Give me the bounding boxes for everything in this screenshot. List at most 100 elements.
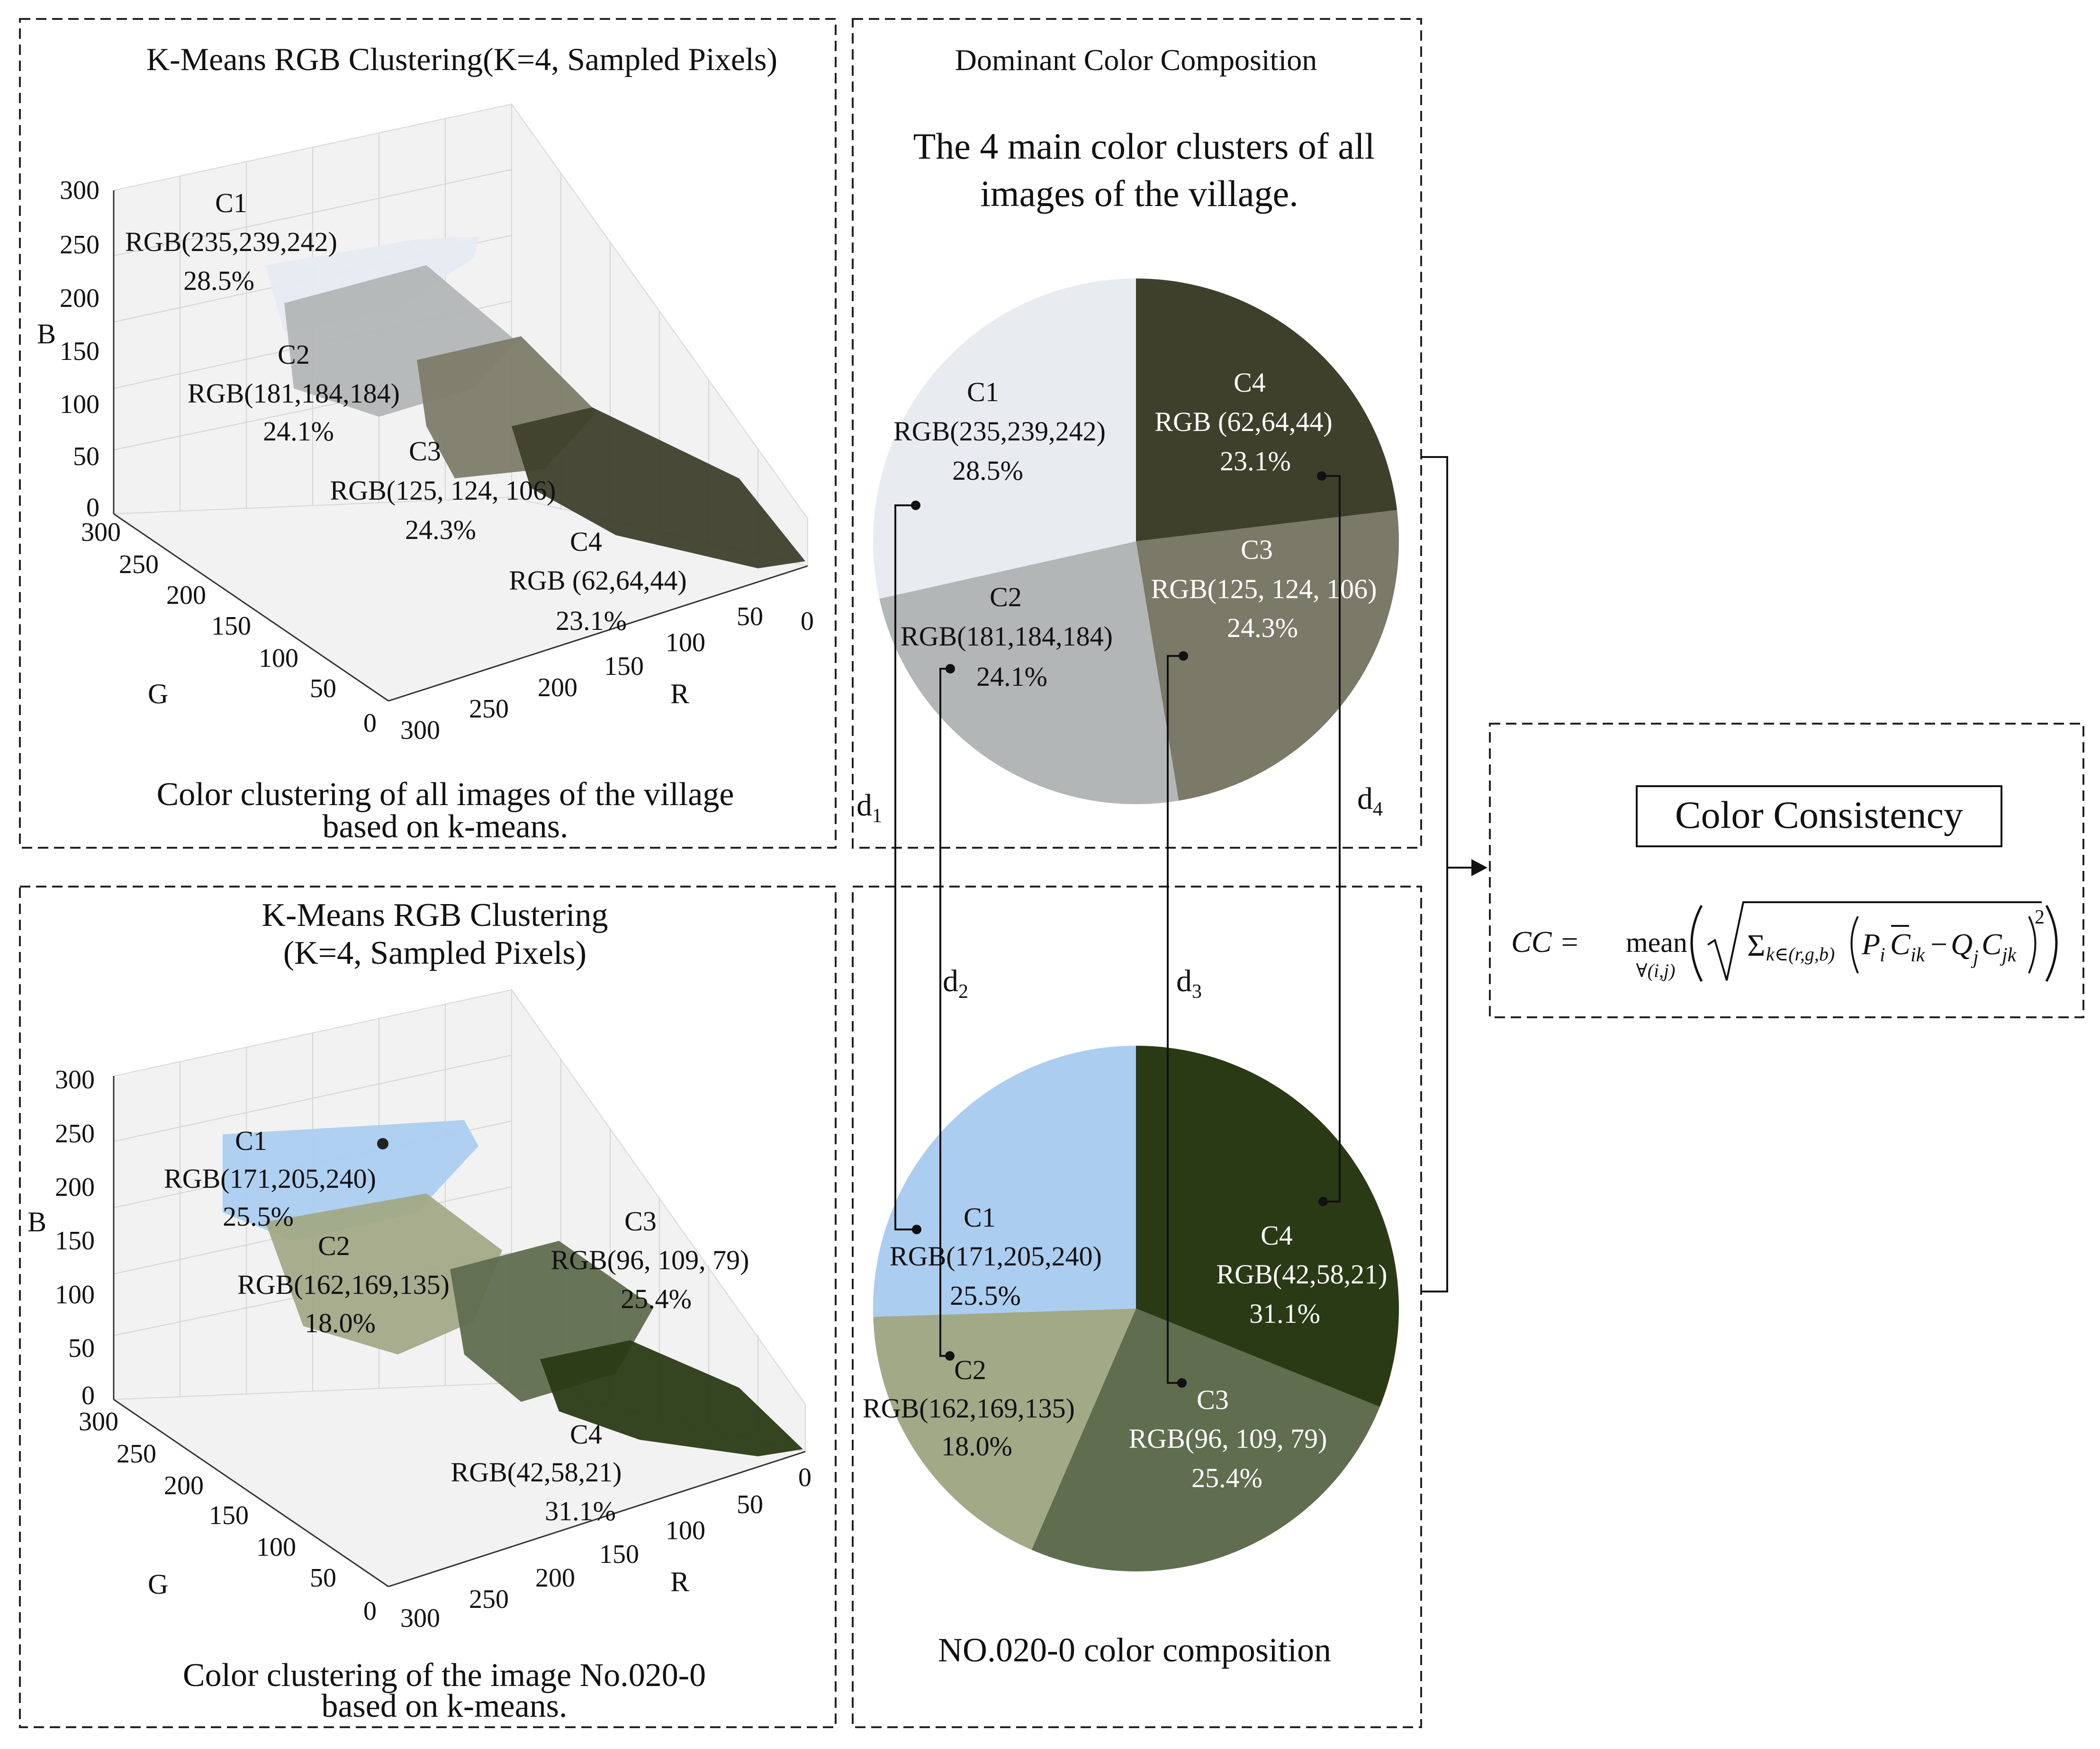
b-tick-label: 100 [60,390,99,419]
top-pie-c2-pct: 24.1% [976,661,1047,692]
r-tick-label: 200 [535,1563,575,1593]
g-tick-label: 150 [209,1501,249,1530]
bottom-pie-c1-rgb: RGB(171,205,240) [890,1241,1102,1272]
top-c4-pct: 23.1% [556,605,627,636]
top-c1-pct: 28.5% [183,265,254,296]
b-tick-label: 150 [60,337,99,366]
b-tick-label: 50 [73,442,99,471]
consistency-panel: Color Consistency CC = mean ∀(i,j) Σ k∈(… [1511,785,2058,982]
bottom-c3-name: C3 [624,1206,657,1237]
top-axis-r-line [388,565,808,702]
pie-slice-c2 [879,541,1179,804]
bottom-pie-c4-name: C4 [1261,1220,1293,1251]
bottom-pie-panel: C1 RGB(171,205,240) 25.5% C2 RGB(162,169… [863,1046,1399,1669]
top-r-ticks: 300 250 200 150 100 50 0 [400,602,814,745]
formula-left-paren [1690,905,1703,982]
top-pie-subtitle-line1: The 4 main color clusters of all [913,126,1375,167]
top-scatter-caption-line1: Color clustering of all images of the vi… [157,776,734,813]
formula-q: Q [1951,927,1973,961]
r-tick-label: 200 [538,673,577,702]
top-scatter-cloud [265,237,805,568]
consistency-title-box [1636,785,2002,847]
r-tick-label: 100 [666,628,705,657]
distance-connectors: d1 d2 d3 d4 [856,471,1383,1388]
top-axis-b-label: B [37,318,56,350]
pie-slice-c1 [873,278,1136,599]
b-tick-label: 100 [55,1280,95,1310]
bottom-c2-name: C2 [318,1230,350,1261]
panel-frame-bottom-pie [852,886,1422,1728]
g-tick-label: 0 [363,709,377,738]
bottom-b-ticks: 300 250 200 150 100 50 0 [55,1065,95,1410]
d1-connector [894,504,917,1230]
top-pie-subtitle-line2: images of the village. [980,173,1298,214]
top-pie-c4-name: C4 [1234,367,1266,398]
top-cluster-labels: C1 RGB(235,239,242) 28.5% C2 RGB(181,184… [125,188,687,636]
bottom-c3-pct: 25.4% [621,1283,692,1314]
bottom-c4-rgb: RGB(42,58,21) [451,1457,622,1488]
b-tick-label: 0 [81,1381,95,1410]
top-pie-header: Dominant Color Composition [955,43,1317,77]
b-tick-label: 250 [60,230,99,260]
r-tick-label: 250 [469,1585,509,1614]
bottom-pie-c3-pct: 25.4% [1191,1462,1262,1493]
b-tick-label: 200 [60,284,99,313]
g-tick-label: 300 [81,518,121,547]
formula-c-sub: jk [2000,944,2017,966]
formula-p: P [1861,927,1880,961]
top-axis-r-label: R [670,678,689,709]
top-c1-name: C1 [215,188,247,218]
g-tick-label: 300 [79,1407,118,1436]
top-c4-name: C4 [570,526,602,557]
bottom-pie-caption: NO.020-0 color composition [938,1631,1331,1669]
d4-connector [1322,475,1341,1202]
formula-inner-left-paren [1850,916,1859,974]
top-c3-pct: 24.3% [405,514,476,545]
bottom-axis-r-line [388,1451,806,1588]
b-tick-label: 200 [55,1173,95,1202]
top-g-ticks: 300 250 200 150 100 50 0 [81,518,377,738]
consistency-formula: CC = mean ∀(i,j) Σ k∈(r,g,b) P i C ik − … [1511,901,2058,982]
d2-endpoint-bottom [945,1351,955,1361]
top-scatter-caption-line2: based on k-means. [322,808,568,845]
bottom-cluster-c1-dark-spot [377,1138,388,1149]
b-tick-label: 0 [86,493,99,522]
g-tick-label: 150 [211,611,251,641]
top-pie-c3-name: C3 [1241,534,1273,565]
formula-c-bar: C [1890,927,1911,961]
r-tick-label: 0 [798,1463,811,1492]
bottom-scatter-caption-line1: Color clustering of the image No.020-0 [183,1657,706,1694]
top-axis-g-line [113,513,389,702]
top-pie-chart [873,278,1399,804]
d2-endpoint-top [946,664,955,673]
bottom-scatter-cloud [223,1120,803,1456]
top-c3-rgb: RGB(125, 124, 106) [330,475,556,506]
bottom-scatter-caption-line2: based on k-means. [321,1688,567,1724]
top-c3-name: C3 [409,436,441,466]
pie-slice-c2 [873,1309,1136,1550]
bottom-pie-c2-name: C2 [954,1354,986,1385]
g-tick-label: 0 [363,1597,377,1626]
formula-p-sub: i [1880,944,1885,966]
panel-frame-top-pie [852,18,1422,849]
r-tick-label: 300 [400,716,440,745]
bottom-axis-g-line [113,1399,389,1588]
bottom-c1-rgb: RGB(171,205,240) [164,1163,376,1194]
r-tick-label: 50 [737,1490,763,1519]
g-tick-label: 100 [259,644,298,673]
top-c2-name: C2 [278,339,310,370]
bottom-pie-c3-name: C3 [1197,1384,1229,1415]
top-axis-g-label: G [148,678,168,709]
bottom-r-ticks: 300 250 200 150 100 50 0 [400,1463,811,1633]
r-tick-label: 150 [604,652,644,681]
d3-connector [1167,655,1183,1384]
g-tick-label: 50 [310,674,336,703]
bracket-line [1421,456,1448,1292]
bottom-c4-pct: 31.1% [545,1496,616,1526]
formula-sum-sub: k∈(r,g,b) [1766,943,1835,965]
g-tick-label: 200 [166,581,206,610]
d1-endpoint-top [911,501,920,510]
consistency-title: Color Consistency [1675,793,1963,836]
b-tick-label: 300 [60,176,99,205]
